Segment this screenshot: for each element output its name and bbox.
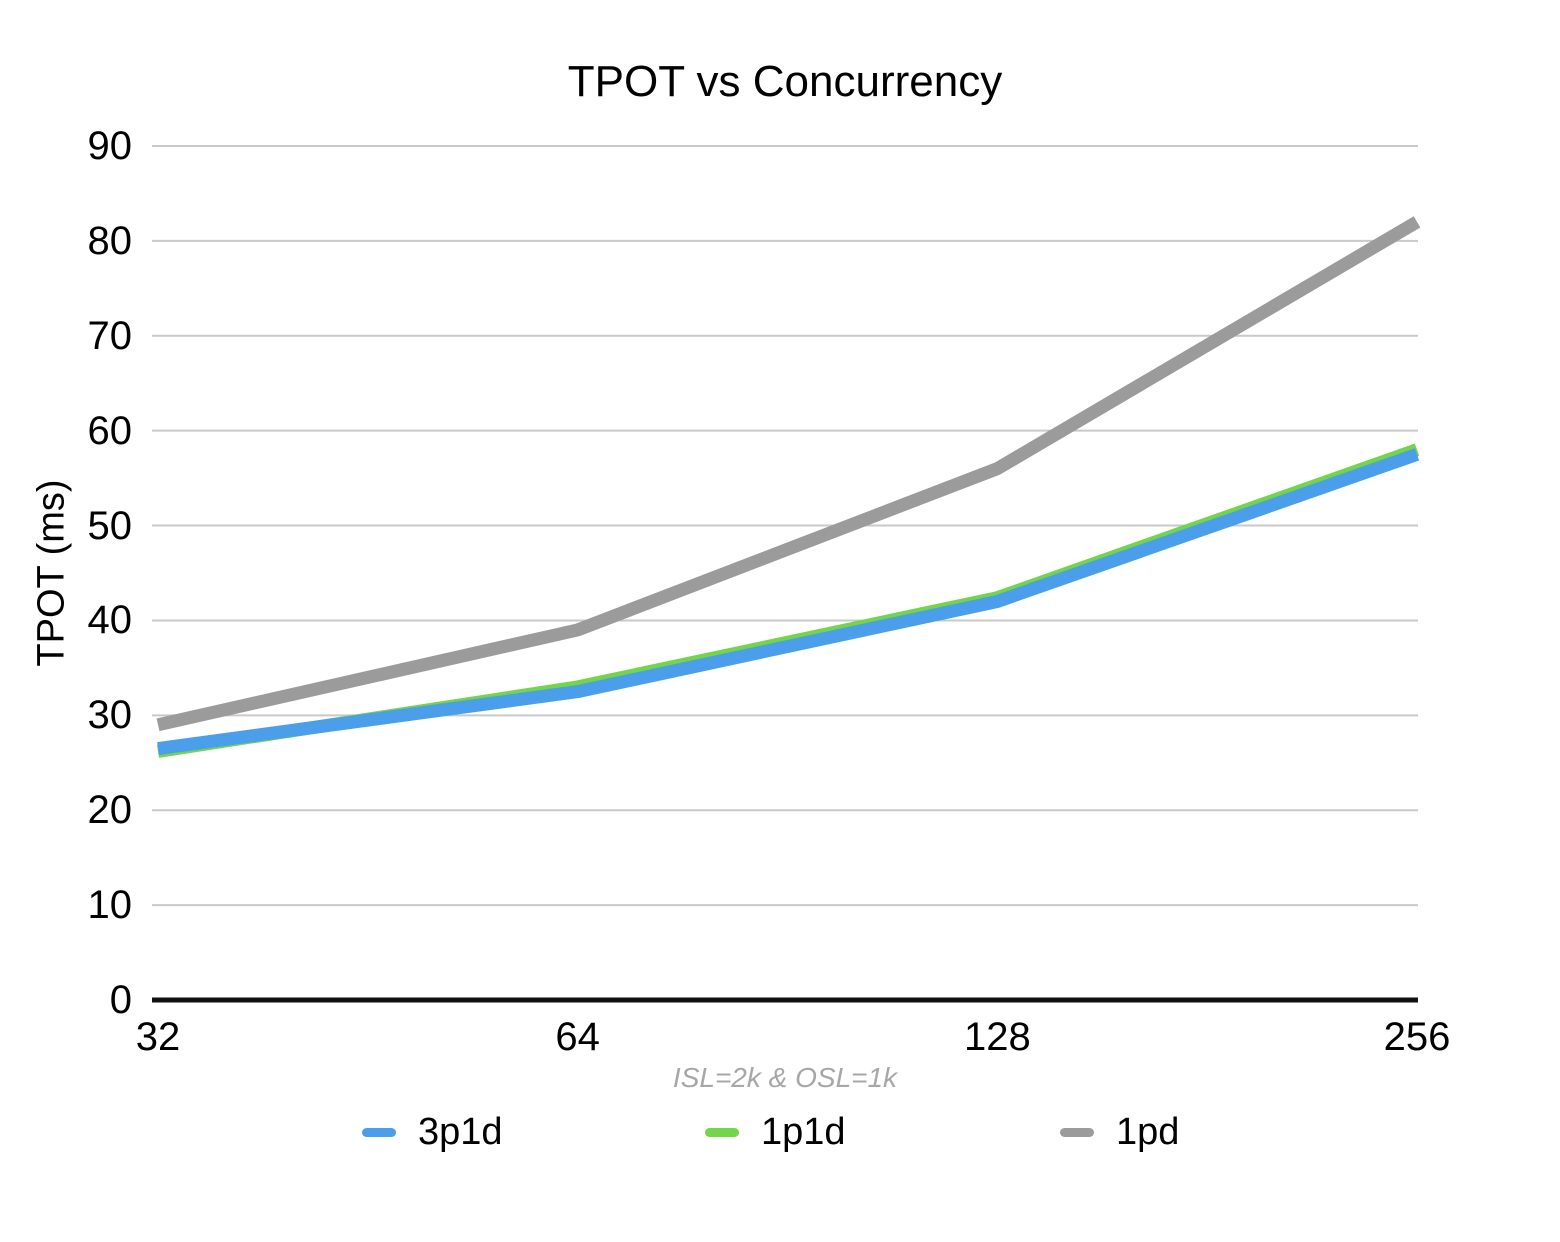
chart-title: TPOT vs Concurrency bbox=[567, 57, 1003, 106]
x-tick-label: 32 bbox=[135, 1015, 181, 1059]
y-tick-label: 20 bbox=[87, 788, 133, 833]
x-tick-label: 64 bbox=[555, 1015, 600, 1059]
y-tick-label: 90 bbox=[87, 124, 133, 168]
y-tick-label: 60 bbox=[87, 408, 133, 453]
y-axis-ticks: 90 80 70 60 50 40 30 20 10 0 bbox=[0, 0, 133, 1242]
legend-swatch-1pd-icon bbox=[1060, 1127, 1094, 1137]
series-line-3p1d bbox=[157, 448, 1420, 755]
series-line-1p1d bbox=[157, 443, 1420, 758]
legend-item-3p1d: 3p1d bbox=[362, 1106, 503, 1158]
y-tick-label: 30 bbox=[87, 693, 133, 738]
y-axis-title: TPOT (ms) bbox=[30, 479, 73, 667]
legend-item-1p1d: 1p1d bbox=[705, 1106, 846, 1158]
legend: 3p1d 1p1d 1pd bbox=[0, 1106, 1560, 1158]
y-tick-label: 10 bbox=[87, 883, 133, 928]
legend-swatch-1p1d-icon bbox=[705, 1127, 739, 1137]
y-tick-label: 80 bbox=[87, 218, 133, 263]
legend-label-3p1d: 3p1d bbox=[418, 1111, 503, 1153]
x-tick-label: 128 bbox=[963, 1015, 1031, 1059]
y-tick-label: 50 bbox=[87, 503, 133, 548]
legend-label-1pd: 1pd bbox=[1116, 1111, 1180, 1153]
legend-label-1p1d: 1p1d bbox=[761, 1111, 846, 1153]
x-axis-note: ISL=2k & OSL=1k bbox=[672, 1062, 898, 1093]
y-tick-label: 70 bbox=[87, 313, 133, 358]
x-tick-label: 256 bbox=[1383, 1015, 1451, 1059]
legend-item-1pd: 1pd bbox=[1060, 1106, 1179, 1158]
y-tick-label: 40 bbox=[87, 598, 133, 643]
series-line-1pd bbox=[156, 216, 1421, 732]
y-tick-label: 0 bbox=[109, 978, 132, 1022]
legend-swatch-3p1d-icon bbox=[362, 1127, 396, 1137]
